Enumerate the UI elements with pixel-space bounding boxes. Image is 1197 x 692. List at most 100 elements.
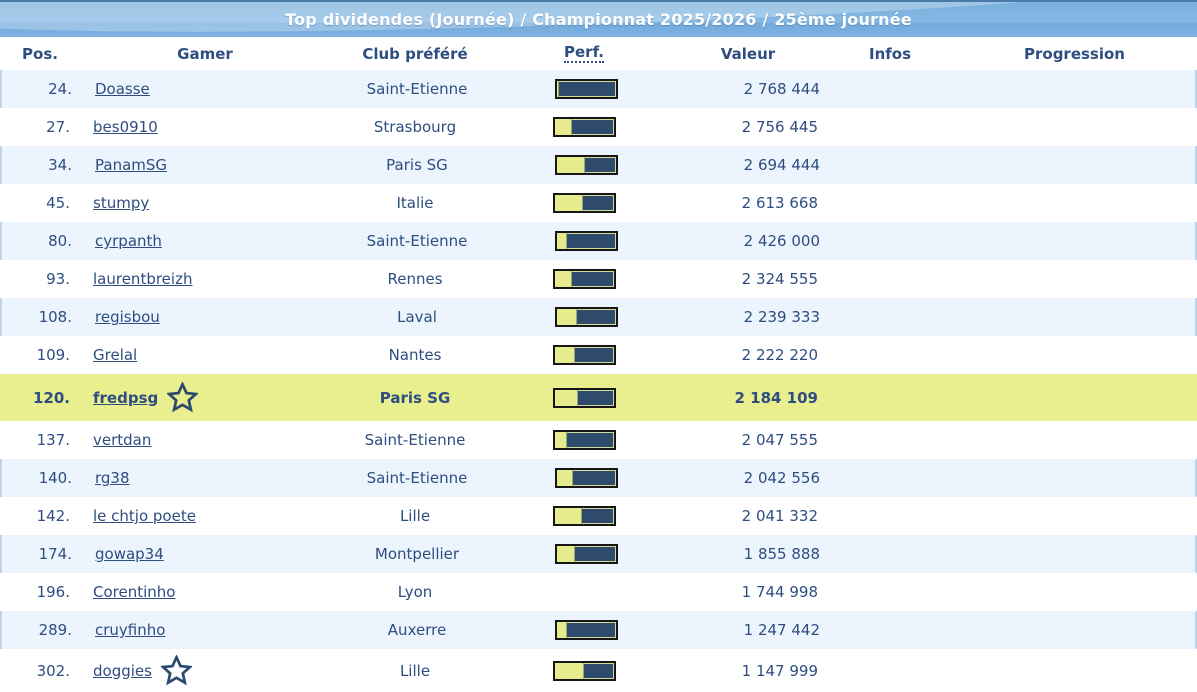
perf-bar (554, 307, 618, 327)
table-row: 93. laurentbreizh Rennes 2 324 555 (0, 260, 1197, 298)
gamer-link[interactable]: vertdan (93, 431, 152, 449)
table-row: 174. gowap34 Montpellier 1 855 888 (0, 535, 1197, 573)
progression-cell (952, 374, 1197, 421)
gamer-link[interactable]: cyrpanth (95, 232, 162, 250)
infos-cell (830, 535, 954, 573)
gamer-cell: vertdan (80, 421, 330, 459)
perf-bar (552, 660, 616, 681)
position-cell: 289. (38, 621, 72, 639)
progression-cell (952, 336, 1197, 374)
progression-cell (954, 70, 1195, 108)
perf-bar (552, 269, 616, 289)
table-row: 137. vertdan Saint-Etienne 2 047 555 (0, 421, 1197, 459)
gamer-cell: doggies (80, 649, 330, 692)
perf-bar-fill (556, 309, 578, 325)
value-cell: 2 768 444 (743, 80, 820, 98)
perf-bar-fill (554, 195, 583, 211)
gamer-link[interactable]: fredpsg (93, 388, 159, 407)
perf-bar-fill (554, 347, 576, 363)
perf-bar-fill (556, 81, 560, 97)
favorite-star-icon (159, 654, 194, 686)
gamer-link[interactable]: rg38 (95, 469, 130, 487)
table-row: 120. fredpsg Paris SG 2 184 109 (0, 374, 1197, 421)
perf-cell (502, 70, 670, 108)
perf-bar (554, 155, 618, 175)
perf-bar-fill (556, 470, 574, 486)
gamer-cell: stumpy (80, 184, 330, 222)
perf-bar-fill (554, 389, 579, 406)
header-valeur: Valeur (668, 37, 828, 70)
club-cell: Saint-Etienne (366, 232, 468, 250)
infos-cell (830, 70, 954, 108)
header-perf: Perf. (500, 37, 668, 70)
perf-bar (554, 468, 618, 488)
value-cell: 2 756 445 (741, 118, 818, 136)
gamer-cell: rg38 (82, 459, 332, 497)
progression-cell (952, 184, 1197, 222)
perf-cell (500, 374, 668, 421)
position-cell: 34. (48, 156, 72, 174)
gamer-link[interactable]: bes0910 (93, 118, 158, 136)
position-cell: 93. (46, 270, 70, 288)
value-cell: 1 744 998 (741, 583, 818, 601)
gamer-link[interactable]: regisbou (95, 308, 160, 326)
infos-cell (830, 146, 954, 184)
table-row: 196. Corentinho Lyon 1 744 998 (0, 573, 1197, 611)
perf-cell (502, 611, 670, 649)
header-club-label: Club préféré (362, 44, 468, 63)
value-cell: 2 184 109 (734, 388, 818, 407)
gamer-link[interactable]: stumpy (93, 194, 150, 212)
position-cell: 302. (36, 661, 70, 680)
perf-bar-fill (556, 622, 568, 638)
value-cell: 2 041 332 (741, 507, 818, 525)
header-club: Club préféré (330, 37, 500, 70)
progression-cell (952, 421, 1197, 459)
value-cell: 2 426 000 (743, 232, 820, 250)
gamer-link[interactable]: doggies (93, 661, 152, 680)
progression-cell (952, 649, 1197, 692)
header-valeur-label: Valeur (720, 44, 776, 63)
position-cell: 45. (46, 194, 70, 212)
gamer-link[interactable]: Doasse (95, 80, 150, 98)
table-row: 142. le chtjo poete Lille 2 041 332 (0, 497, 1197, 535)
position-cell: 174. (38, 545, 72, 563)
table-row: 80. cyrpanth Saint-Etienne 2 426 000 (0, 222, 1197, 260)
infos-cell (828, 108, 952, 146)
club-cell: Lille (399, 507, 431, 525)
position-cell: 24. (48, 80, 72, 98)
position-cell: 196. (36, 583, 70, 601)
header-gamer: Gamer (80, 37, 330, 70)
gamer-link[interactable]: gowap34 (95, 545, 164, 563)
value-cell: 2 047 555 (741, 431, 818, 449)
gamer-cell: gowap34 (82, 535, 332, 573)
gamer-link[interactable]: Grelal (93, 346, 138, 364)
table-body: 24. Doasse Saint-Etienne 2 768 444 27. bes091… (0, 70, 1197, 692)
perf-bar-fill (554, 271, 573, 287)
progression-cell (954, 222, 1195, 260)
gamer-link[interactable]: Corentinho (93, 583, 176, 601)
infos-cell (828, 421, 952, 459)
gamer-link[interactable]: laurentbreizh (93, 270, 193, 288)
perf-bar (552, 430, 616, 450)
gamer-link[interactable]: cruyfinho (95, 621, 166, 639)
table-row: 302. doggies Lille 1 147 999 (0, 649, 1197, 692)
table-row: 109. Grelal Nantes 2 222 220 (0, 336, 1197, 374)
header-gamer-label: Gamer (177, 44, 233, 63)
infos-cell (828, 336, 952, 374)
header-pos-label: Pos. (22, 44, 58, 63)
infos-cell (830, 459, 954, 497)
perf-bar-fill (554, 508, 583, 524)
perf-cell (502, 459, 670, 497)
perf-cell (500, 184, 668, 222)
gamer-link[interactable]: le chtjo poete (93, 507, 196, 525)
table-header: Pos. Gamer Club préféré Perf. Valeur Inf… (0, 37, 1197, 70)
infos-cell (828, 184, 952, 222)
progression-cell (954, 459, 1195, 497)
club-cell: Saint-Etienne (364, 431, 466, 449)
perf-bar (554, 620, 618, 640)
value-cell: 2 324 555 (741, 270, 818, 288)
perf-cell (500, 421, 668, 459)
gamer-link[interactable]: PanamSG (95, 156, 168, 174)
position-cell: 27. (46, 118, 70, 136)
club-cell: Nantes (388, 346, 442, 364)
